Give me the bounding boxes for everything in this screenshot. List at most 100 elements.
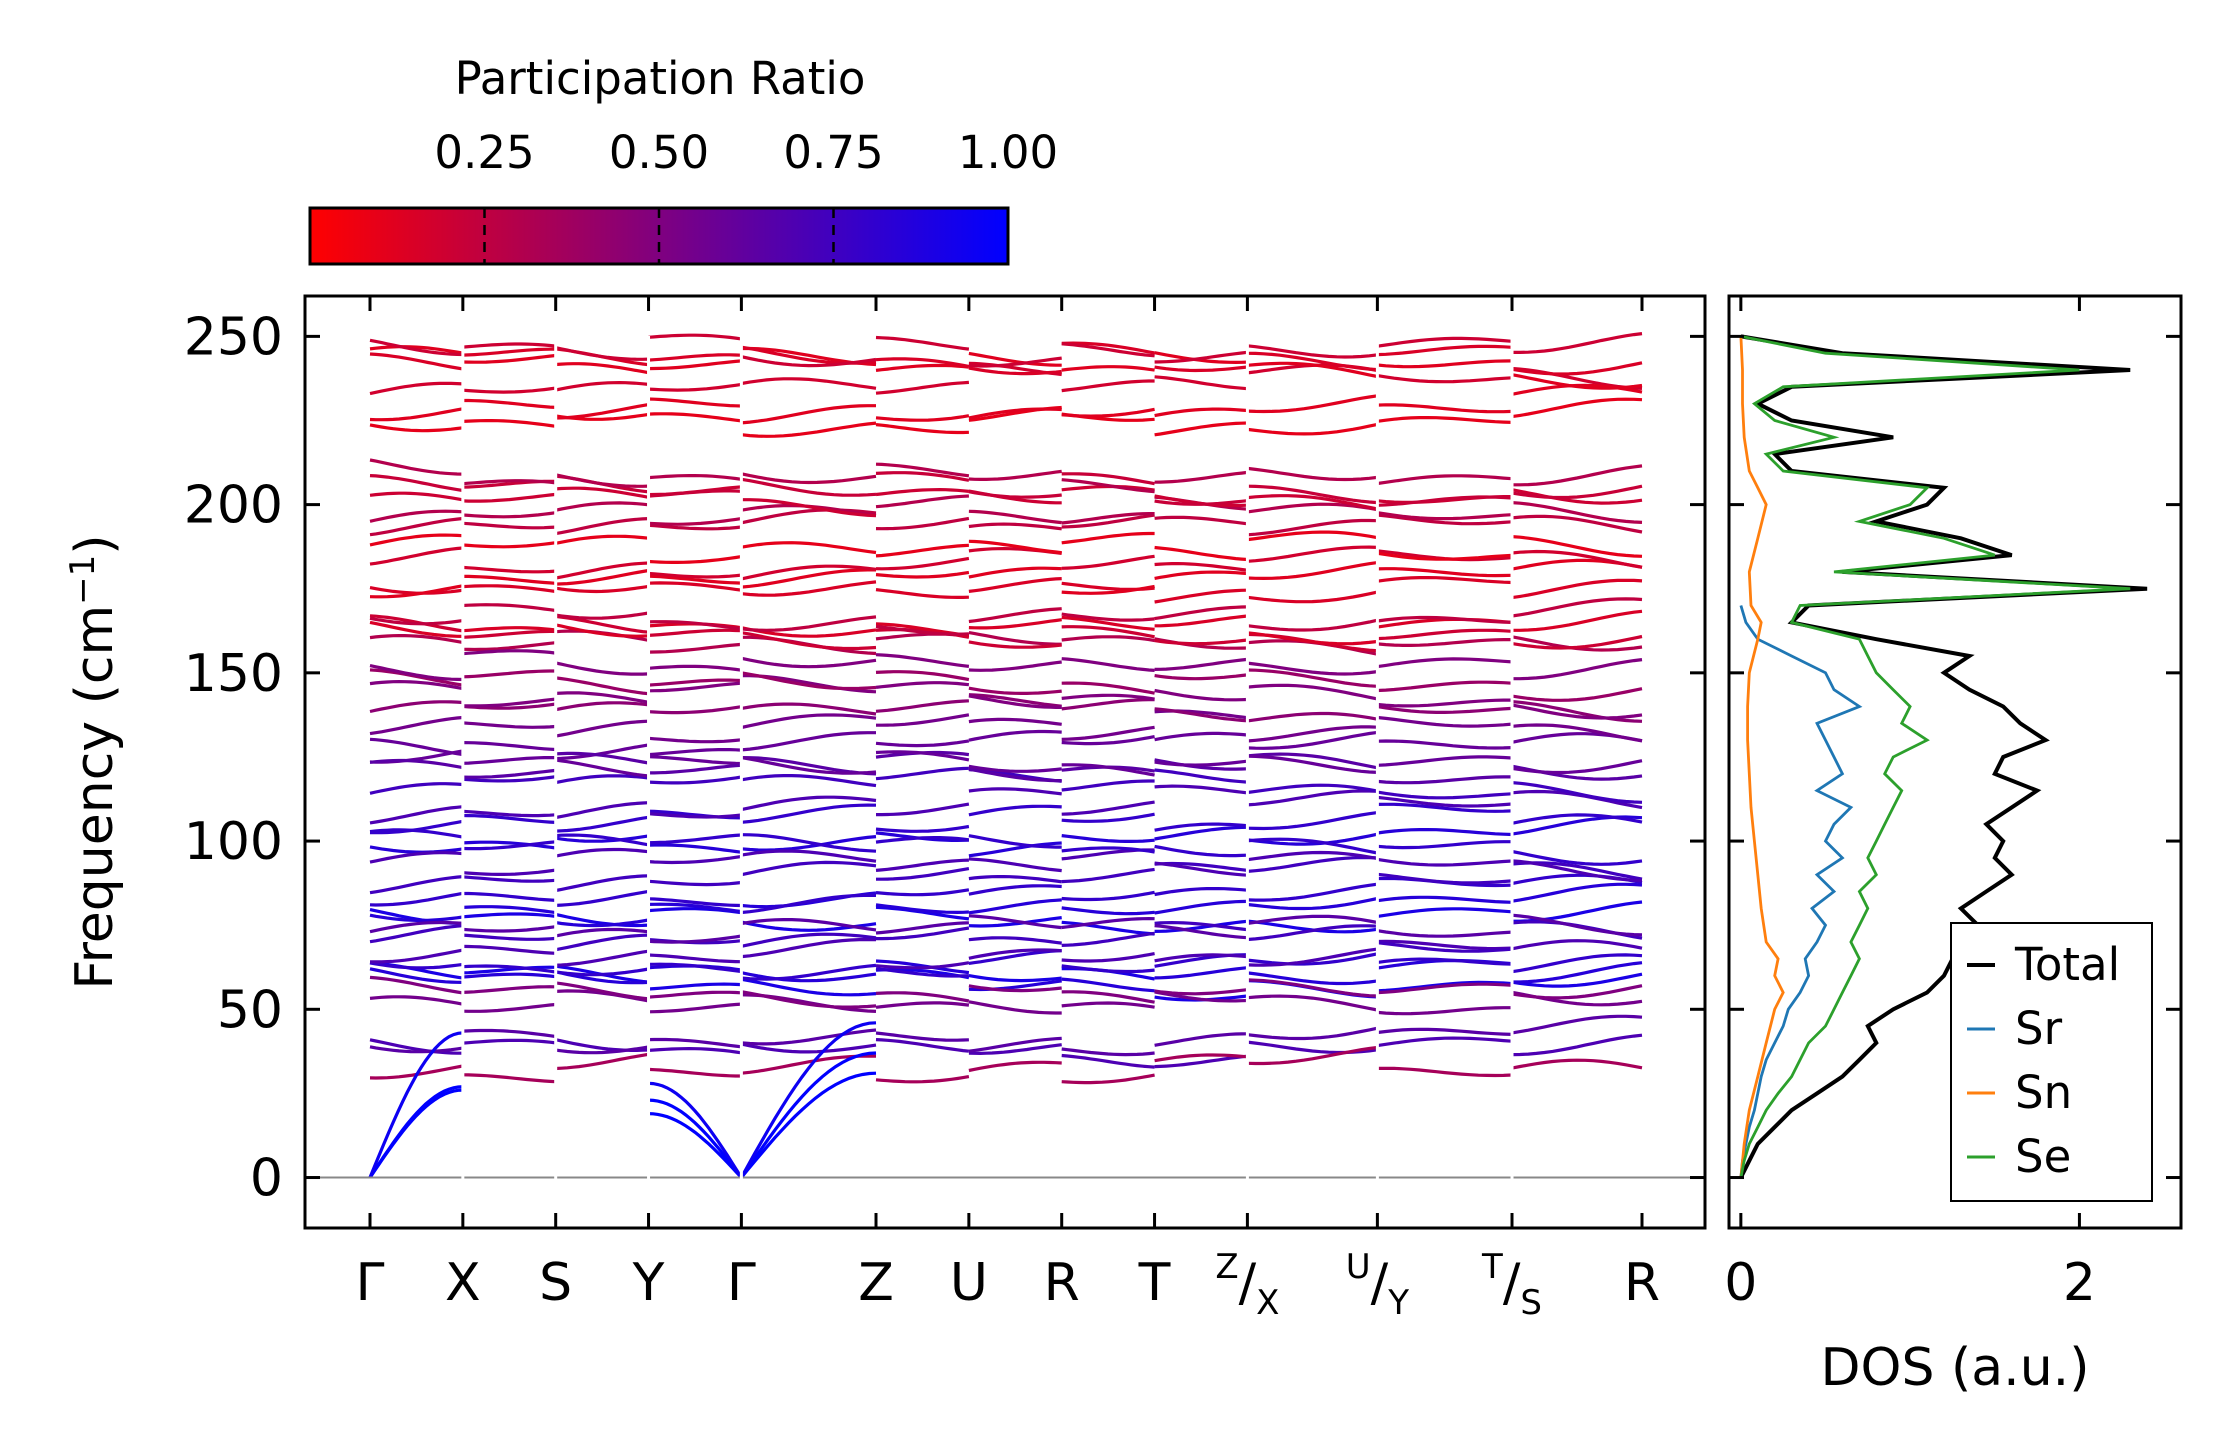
- band-line: [369, 664, 463, 682]
- band-line: [1511, 1033, 1643, 1057]
- acoustic-branch: [648, 1081, 743, 1179]
- band-line: [462, 840, 556, 850]
- band-line: [876, 926, 970, 941]
- path-label-sub: Y: [1387, 1283, 1409, 1323]
- path-label-main: Y: [632, 1253, 665, 1313]
- band-line: [1061, 657, 1155, 672]
- band-line: [1154, 1053, 1248, 1063]
- band-line: [555, 874, 649, 893]
- band-line: [741, 971, 877, 983]
- band-line: [741, 472, 877, 485]
- band-line: [1377, 980, 1513, 993]
- band-line: [462, 1002, 556, 1013]
- band-line: [1247, 683, 1378, 701]
- band-line: [968, 1043, 1062, 1056]
- dos-series-sn: [1739, 336, 1785, 1178]
- band-line: [1154, 562, 1248, 572]
- band-line: [462, 756, 556, 765]
- band-line: [1377, 1066, 1513, 1078]
- band-line: [555, 623, 649, 638]
- band-line: [462, 386, 556, 394]
- path-label: U/Y: [1346, 1247, 1409, 1323]
- band-line: [555, 486, 649, 499]
- band-line: [555, 758, 649, 778]
- band-line: [1247, 850, 1378, 862]
- band-line: [462, 912, 556, 919]
- band-line: [1377, 872, 1513, 885]
- dos-lines: [1739, 334, 2148, 1179]
- path-label: Γ: [356, 1253, 385, 1313]
- band-line: [462, 521, 556, 530]
- band-line: [462, 419, 556, 428]
- band-line: [1247, 1045, 1378, 1066]
- band-line: [555, 517, 649, 536]
- band-line: [968, 984, 1062, 993]
- band-line: [1154, 988, 1248, 996]
- band-line: [369, 509, 463, 523]
- band-line: [1511, 501, 1643, 524]
- colorbar-tick-label: 1.00: [958, 126, 1058, 179]
- band-line: [648, 574, 742, 585]
- band-line: [369, 737, 464, 757]
- band-line: [876, 713, 970, 727]
- band-line: [555, 774, 649, 785]
- band-line: [462, 721, 556, 729]
- band-line: [1061, 584, 1155, 595]
- band-line: [1154, 688, 1248, 702]
- band-line: [1154, 351, 1248, 365]
- band-line: [1377, 513, 1513, 526]
- band-line: [1377, 1006, 1512, 1016]
- band-line: [1154, 605, 1248, 621]
- band-line: [1247, 361, 1378, 379]
- band-line: [1511, 514, 1643, 534]
- band-line: [555, 362, 649, 375]
- path-label: U: [950, 1253, 988, 1313]
- path-label-main: Γ: [356, 1253, 385, 1313]
- y-tick-label: 250: [184, 307, 283, 367]
- band-line: [1061, 612, 1155, 622]
- dos-series-se: [1739, 335, 2131, 1178]
- band-line: [875, 824, 970, 833]
- band-line: [1061, 478, 1155, 494]
- band-line: [555, 534, 649, 545]
- band-line: [968, 834, 1062, 849]
- band-line: [741, 404, 876, 425]
- band-line: [1511, 723, 1643, 743]
- band-line: [555, 889, 649, 907]
- band-line: [555, 501, 649, 512]
- band-line: [1377, 929, 1513, 938]
- band-line: [875, 556, 970, 571]
- acoustic-branch: [648, 1112, 743, 1179]
- band-line: [741, 835, 877, 852]
- band-line: [1511, 535, 1643, 558]
- band-line: [1154, 421, 1248, 437]
- band-line: [1061, 977, 1155, 993]
- band-line: [968, 767, 1062, 783]
- band-line: [1511, 383, 1643, 396]
- band-line: [369, 620, 463, 638]
- band-line: [875, 588, 969, 599]
- band-line: [648, 678, 742, 687]
- band-line: [875, 836, 970, 844]
- band-line: [1061, 379, 1155, 393]
- band-line: [1247, 896, 1378, 911]
- band-line: [648, 953, 742, 964]
- band-line: [968, 974, 1062, 983]
- y-tick-label: 100: [184, 812, 283, 872]
- band-line: [648, 763, 742, 775]
- band-line: [555, 561, 649, 580]
- band-line: [741, 977, 877, 997]
- band-line: [1061, 846, 1155, 854]
- band-line: [1511, 920, 1643, 940]
- band-line: [968, 686, 1062, 695]
- band-line: [462, 353, 556, 364]
- band-line: [462, 775, 556, 783]
- band-line: [369, 546, 463, 566]
- band-line: [741, 937, 877, 959]
- band-line: [968, 660, 1062, 672]
- band-line: [741, 580, 877, 597]
- band-line: [462, 669, 556, 679]
- band-line: [555, 568, 649, 586]
- band-line: [462, 933, 556, 941]
- band-line: [1061, 625, 1155, 639]
